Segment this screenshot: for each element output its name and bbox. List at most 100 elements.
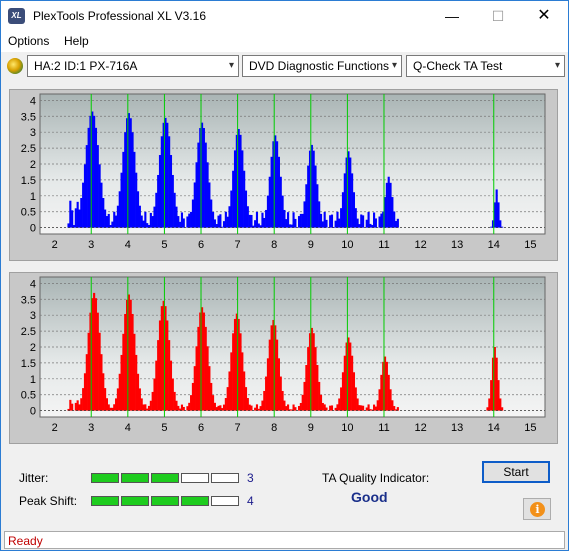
histogram-bar: [186, 406, 189, 411]
drive-select[interactable]: HA:2 ID:1 PX-716A ▾: [27, 55, 239, 77]
histogram-bar: [382, 211, 385, 228]
menu-help[interactable]: Help: [64, 34, 89, 48]
histogram-bar: [374, 406, 377, 411]
y-tick-label: 4: [30, 278, 36, 290]
meter-segment: [211, 473, 239, 483]
histogram-bar: [396, 407, 399, 411]
histogram-bar: [232, 333, 235, 411]
x-tick-label: 6: [198, 422, 204, 434]
histogram-bar: [98, 164, 101, 228]
histogram-bar: [122, 151, 125, 228]
histogram-bar: [305, 365, 308, 411]
histogram-bar: [394, 409, 398, 411]
histogram-bar: [276, 141, 279, 228]
meter-segment: [151, 473, 179, 483]
histogram-bar: [195, 346, 198, 411]
histogram-bar: [164, 306, 167, 411]
x-tick-label: 8: [271, 422, 277, 434]
function-select[interactable]: DVD Diagnostic Functions ▾: [242, 55, 402, 77]
histogram-bar: [318, 201, 321, 228]
histogram-bar: [89, 115, 92, 228]
histogram-bar: [383, 356, 387, 411]
histogram-bar: [340, 387, 343, 411]
histogram-bar: [202, 312, 205, 411]
histogram-bar: [213, 219, 216, 228]
y-tick-label: 1: [30, 191, 36, 203]
histogram-bar: [197, 142, 200, 228]
histogram-bar: [259, 225, 262, 228]
histogram-bar: [340, 208, 343, 228]
histogram-bar: [190, 395, 193, 411]
histogram-bar: [323, 404, 326, 411]
menu-options[interactable]: Options: [8, 34, 50, 48]
maximize-button[interactable]: ☐: [491, 8, 505, 24]
close-button[interactable]: ✕: [537, 7, 551, 24]
histogram-bar: [365, 407, 368, 411]
histogram-bar: [316, 365, 319, 411]
histogram-bar: [490, 380, 493, 411]
histogram-bar: [352, 372, 356, 411]
histogram-bar: [83, 373, 87, 411]
histogram-bar: [210, 382, 213, 411]
histogram-bar: [168, 340, 171, 411]
histogram-bar: [347, 151, 350, 228]
histogram-bar: [318, 381, 321, 411]
histogram-bar: [349, 157, 352, 228]
histogram-bar: [367, 404, 370, 411]
histogram-bar: [74, 208, 77, 228]
histogram-bar: [358, 224, 361, 228]
top-chart-svg: 0 0.5 1 1.5 2 2.5 3 3.5 4 2 3 4 5 6 7 8 9 10 11 12 13 14 15: [21, 93, 546, 251]
histogram-bar: [308, 150, 312, 228]
info-button[interactable]: i: [523, 498, 551, 520]
histogram-bar: [191, 199, 194, 228]
toolbar: HA:2 ID:1 PX-716A ▾ DVD Diagnostic Funct…: [1, 52, 568, 80]
histogram-bar: [336, 404, 339, 411]
test-select[interactable]: Q-Check TA Test ▾: [406, 55, 565, 77]
disc-drive-icon: [7, 58, 23, 74]
histogram-bar: [211, 211, 215, 228]
histogram-bar: [80, 398, 83, 411]
histogram-bar: [319, 394, 323, 411]
histogram-bar: [168, 136, 171, 228]
histogram-bar: [259, 406, 262, 411]
histogram-bar: [188, 402, 191, 411]
histogram-bar: [297, 216, 301, 228]
histogram-bar: [180, 212, 184, 228]
histogram-bar: [283, 209, 286, 228]
histogram-bar: [111, 407, 114, 411]
histogram-bar: [155, 360, 158, 411]
histogram-bar: [158, 320, 162, 411]
histogram-bar: [190, 211, 193, 228]
histogram-bar: [74, 402, 77, 411]
histogram-bar: [199, 312, 202, 411]
histogram-bar: [497, 380, 500, 411]
histogram-bar: [113, 211, 116, 228]
histogram-bar: [321, 221, 324, 228]
histogram-bar: [127, 113, 130, 228]
histogram-bar: [281, 195, 284, 228]
histogram-bar: [151, 391, 154, 411]
histogram-bar: [83, 164, 87, 228]
histogram-bar: [330, 405, 334, 411]
histogram-bar: [499, 398, 502, 411]
histogram-bar: [87, 332, 90, 411]
start-button[interactable]: Start: [482, 461, 550, 483]
histogram-bar: [109, 407, 112, 411]
minimize-button[interactable]: —: [445, 8, 459, 24]
histogram-bar: [115, 398, 118, 411]
histogram-bar: [144, 211, 147, 228]
histogram-bar: [175, 400, 178, 411]
x-tick-label: 15: [524, 422, 536, 434]
histogram-bar: [393, 211, 396, 228]
histogram-bar: [497, 202, 500, 228]
histogram-bar: [334, 220, 337, 228]
results-panel: Jitter: 3 Peak Shift: 4 TA Quality Indic…: [9, 456, 558, 524]
histogram-bar: [67, 408, 70, 411]
histogram-bar: [96, 312, 99, 411]
histogram-bar: [336, 211, 339, 228]
histogram-bar: [356, 218, 359, 228]
histogram-bar: [199, 128, 202, 228]
histogram-bar: [254, 407, 257, 411]
histogram-bar: [113, 404, 116, 411]
function-select-value: DVD Diagnostic Functions: [249, 59, 390, 73]
